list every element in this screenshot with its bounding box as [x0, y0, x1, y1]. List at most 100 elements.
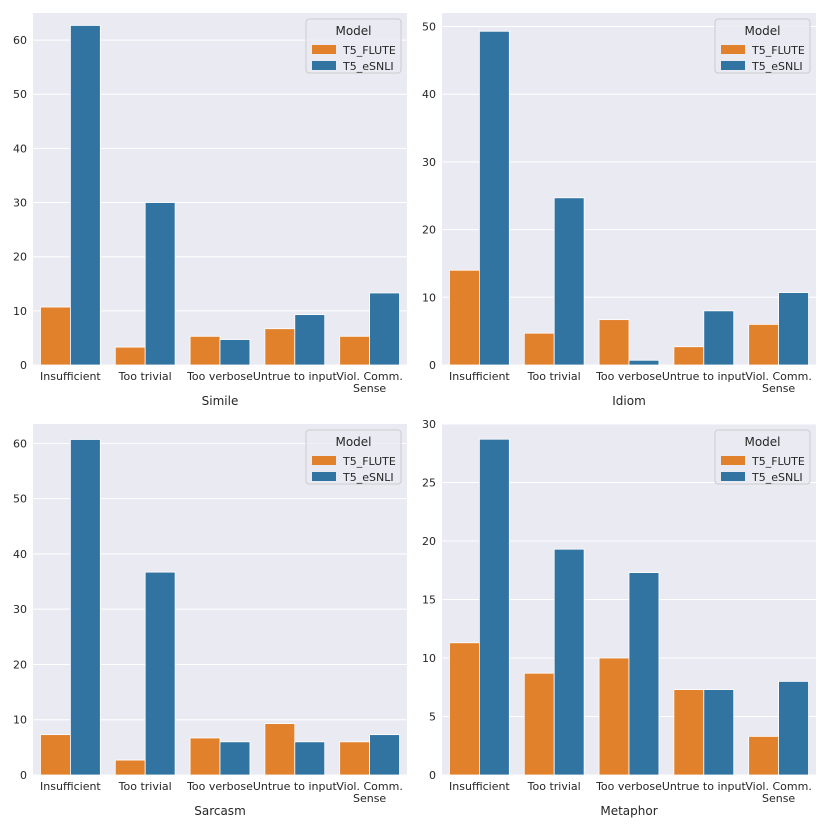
legend-title: Model [335, 24, 371, 38]
x-tick-label: Viol. Comm. Sense [745, 370, 811, 395]
x-tick-label: Too verbose [595, 370, 662, 383]
bar-t5-esnli-2 [628, 572, 660, 776]
bar-t5-esnli-1 [144, 202, 176, 366]
legend-swatch-t5-flute [721, 456, 745, 465]
x-tick-label: Insufficient [40, 780, 101, 793]
legend-frame [305, 429, 402, 485]
y-tick-label: 30 [422, 156, 436, 169]
y-tick-label: 10 [422, 291, 436, 304]
bar-t5-flute-1 [523, 332, 555, 366]
x-tick-label: Insufficient [449, 370, 510, 383]
y-tick-label: 15 [422, 594, 436, 607]
bar-t5-flute-4 [748, 323, 779, 366]
bar-t5-esnli-2 [219, 741, 251, 776]
y-tick-label: 20 [13, 251, 27, 264]
legend: Model T5_FLUTE T5_eSNLI [305, 18, 402, 74]
x-axis-label: Idiom [612, 394, 646, 408]
x-tick-label: Too trivial [527, 370, 581, 383]
y-tick-label: 0 [20, 359, 27, 372]
bar-t5-flute-0 [449, 269, 480, 366]
bar-t5-esnli-1 [553, 197, 585, 366]
bar-t5-flute-3 [673, 346, 705, 366]
bar-t5-flute-0 [449, 642, 480, 776]
y-tick-label: 0 [20, 769, 27, 782]
x-tick-label: Too verbose [186, 370, 253, 383]
y-tick-label: 20 [13, 658, 27, 671]
legend-swatch-t5-esnli [312, 472, 336, 481]
bar-t5-esnli-3 [703, 689, 735, 776]
bar-t5-esnli-0 [478, 438, 510, 776]
bar-t5-flute-1 [523, 672, 555, 776]
bar-t5-esnli-2 [628, 359, 660, 366]
bar-t5-flute-4 [339, 741, 370, 776]
y-tick-label: 50 [422, 21, 436, 34]
legend-label: T5_FLUTE [342, 44, 396, 57]
y-tick-label: 30 [422, 418, 436, 431]
legend-swatch-t5-flute [312, 456, 336, 465]
bar-t5-flute-2 [598, 319, 630, 366]
y-tick-label: 40 [13, 548, 27, 561]
legend-swatch-t5-esnli [721, 472, 745, 481]
legend-swatch-t5-esnli [312, 61, 336, 70]
x-tick-label: Too trivial [527, 780, 581, 793]
bar-t5-flute-2 [189, 737, 221, 776]
bar-t5-flute-4 [339, 335, 370, 366]
bar-t5-flute-0 [40, 306, 71, 366]
bar-t5-flute-3 [264, 328, 296, 366]
y-tick-label: 30 [13, 197, 27, 210]
bar-t5-esnli-0 [70, 25, 101, 366]
legend-frame [714, 18, 811, 74]
bar-t5-esnli-4 [369, 734, 400, 776]
legend-frame [305, 18, 402, 74]
legend: Model T5_FLUTE T5_eSNLI [305, 429, 402, 485]
bar-t5-flute-1 [114, 759, 146, 776]
legend-label: T5_eSNLI [751, 471, 803, 484]
y-tick-label: 50 [13, 88, 27, 101]
y-tick-label: 5 [429, 711, 436, 724]
bar-t5-esnli-1 [144, 571, 176, 776]
y-tick-label: 10 [13, 714, 27, 727]
y-tick-label: 20 [422, 535, 436, 548]
bar-t5-esnli-2 [219, 339, 251, 366]
y-tick-label: 0 [429, 769, 436, 782]
x-tick-label: Viol. Comm. Sense [745, 780, 811, 805]
y-tick-label: 60 [13, 34, 27, 47]
bar-t5-esnli-3 [294, 314, 326, 366]
legend-swatch-t5-flute [721, 45, 745, 54]
x-tick-label: Untrue to input [253, 780, 338, 793]
chart-panel-metaphor: 0 5 10 15 20 25 30 Insufficient Too trivial Too v… [422, 418, 816, 818]
chart-panel-sarcasm: 0 10 20 30 40 50 60 Insufficient Too trivial Too … [13, 424, 407, 818]
bar-t5-esnli-1 [553, 548, 585, 776]
legend-title: Model [744, 435, 780, 449]
legend: Model T5_FLUTE T5_eSNLI [714, 18, 811, 74]
bar-t5-flute-3 [264, 723, 296, 776]
x-tick-label: Too trivial [118, 370, 172, 383]
bar-t5-esnli-3 [294, 741, 326, 776]
bar-t5-flute-3 [673, 689, 705, 776]
y-tick-label: 60 [13, 437, 27, 450]
legend-label: T5_eSNLI [342, 60, 394, 73]
y-tick-label: 40 [422, 88, 436, 101]
legend-title: Model [335, 435, 371, 449]
bar-t5-flute-2 [598, 657, 630, 776]
legend: Model T5_FLUTE T5_eSNLI [714, 429, 811, 485]
x-axis-label: Metaphor [600, 804, 657, 818]
bar-t5-esnli-0 [70, 439, 101, 776]
bar-t5-flute-4 [748, 735, 779, 776]
legend-label: T5_FLUTE [342, 455, 396, 468]
bar-t5-flute-1 [114, 346, 146, 366]
y-tick-label: 10 [13, 305, 27, 318]
x-axis-label: Simile [202, 394, 239, 408]
x-tick-label: Too verbose [186, 780, 253, 793]
bar-t5-flute-2 [189, 335, 221, 366]
legend-title: Model [744, 24, 780, 38]
bar-t5-esnli-4 [778, 681, 809, 776]
x-tick-label: Insufficient [449, 780, 510, 793]
x-tick-label: Too trivial [118, 780, 172, 793]
y-tick-label: 30 [13, 603, 27, 616]
y-tick-label: 20 [422, 224, 436, 237]
legend-label: T5_eSNLI [342, 471, 394, 484]
y-tick-label: 40 [13, 142, 27, 155]
legend-label: T5_eSNLI [751, 60, 803, 73]
